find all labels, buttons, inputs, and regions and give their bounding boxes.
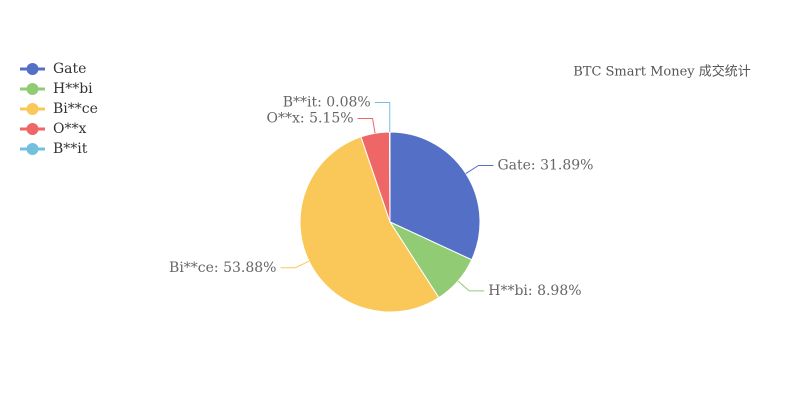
data-label: B**it: 0.08% xyxy=(283,94,371,110)
leader-line xyxy=(280,260,310,269)
data-label: O**x: 5.15% xyxy=(267,110,354,126)
data-label: Bi**ce: 53.88% xyxy=(169,260,276,276)
legend-label: O**x xyxy=(53,121,86,137)
legend-label: B**it xyxy=(53,141,88,157)
legend-icon xyxy=(26,63,39,75)
data-label: H**bi: 8.98% xyxy=(488,283,581,299)
leader-line xyxy=(457,280,485,292)
legend-label: Gate xyxy=(53,61,86,77)
pie-slice xyxy=(389,131,481,261)
legend-icon xyxy=(26,103,39,115)
legend-icon xyxy=(26,83,39,95)
data-label: Gate: 31.89% xyxy=(497,157,593,173)
legend-label: H**bi xyxy=(53,81,93,97)
legend-label: Bi**ce xyxy=(53,101,98,117)
leader-line xyxy=(374,101,391,133)
pie-slice xyxy=(299,136,440,313)
leader-line xyxy=(357,117,376,134)
legend-icon xyxy=(26,143,39,155)
chart-title: BTC Smart Money 成交统计 xyxy=(573,64,751,80)
legend-icon xyxy=(26,123,39,135)
leader-line xyxy=(465,164,494,174)
